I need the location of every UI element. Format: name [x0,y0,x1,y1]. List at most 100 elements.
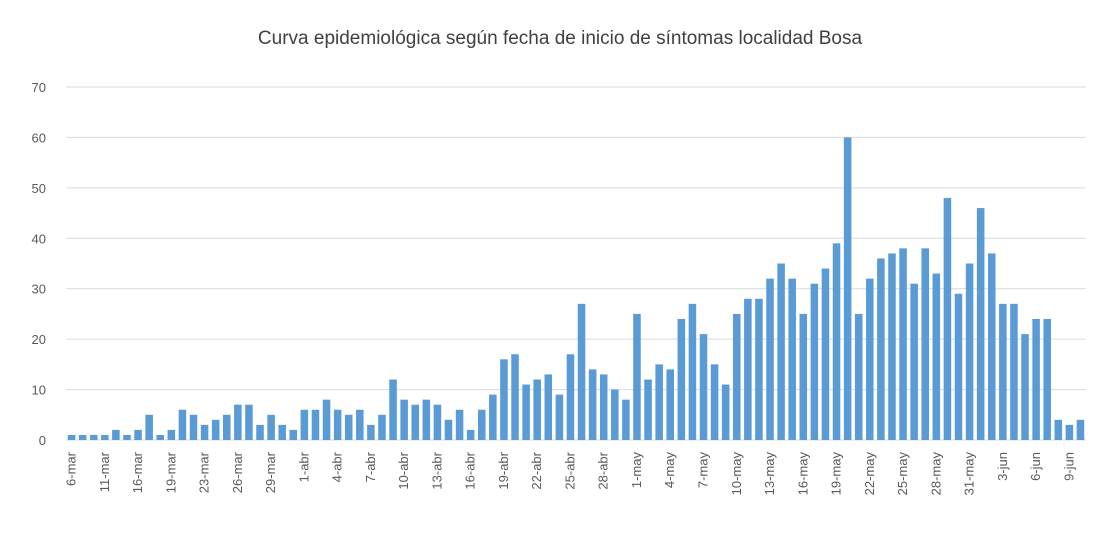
bar [234,404,242,440]
bar [422,399,431,440]
bar [101,434,109,440]
x-tick-label: 22-may [862,452,877,496]
y-tick-label: 70 [32,80,46,95]
bar [732,313,741,440]
x-tick-label: 25-abr [562,451,577,489]
x-tick-label: 26-mar [230,451,245,493]
bar [1010,303,1018,440]
x-tick-label: 1-may [629,452,644,489]
bar [533,379,541,440]
x-tick-label: 4-may [662,452,677,489]
bar [866,278,874,440]
bar [899,248,907,440]
bar [1054,419,1063,440]
chart-title: Curva epidemiológica según fecha de inic… [258,28,863,49]
y-tick-label: 30 [32,282,46,297]
bar [644,379,652,440]
bar [256,424,264,440]
x-tick-label: 29-mar [263,451,278,493]
bar [489,394,497,440]
bar [511,354,519,440]
x-tick-label: 6-mar [64,451,79,486]
bar [821,268,830,440]
y-tick-label: 50 [32,181,46,196]
bar [710,364,719,440]
x-tick-label: 16-mar [130,451,145,493]
bar [78,434,87,440]
x-tick-label: 13-may [762,452,777,496]
bar [200,424,209,440]
bar [777,263,785,440]
bar [910,283,918,440]
y-tick-label: 10 [32,383,46,398]
bar [888,253,896,440]
bar [300,409,309,440]
bar [466,429,475,440]
x-tick-label: 9-jun [1061,452,1076,481]
bar [1032,318,1040,440]
bar [721,384,730,440]
bar [877,258,885,440]
x-tick-label: 28-abr [596,451,611,489]
bar [854,313,863,440]
x-tick-label: 7-may [696,452,711,489]
bar [1065,424,1074,440]
x-tick-label: 16-may [795,452,810,496]
bar [666,369,675,440]
bar [112,429,120,440]
bar [289,429,298,440]
bar [522,384,530,440]
bar [178,409,187,440]
x-tick-label: 31-may [962,452,977,496]
x-tick-label: 22-abr [529,451,544,489]
x-tick-label: 19-may [829,452,844,496]
bar [943,197,952,440]
bar [500,359,508,440]
x-tick-label: 4-abr [330,451,345,482]
bar [799,313,808,440]
bar [389,379,397,440]
bar [699,334,708,440]
bar [1021,334,1029,440]
bar [411,404,420,440]
bar [1076,419,1085,440]
bar [477,409,486,440]
bar [378,414,386,440]
bar [688,303,697,440]
bar [577,303,586,440]
x-tick-label: 7-abr [363,451,378,482]
bar [843,137,852,440]
bar [433,404,442,440]
x-tick-label: 19-abr [496,451,511,489]
bar [344,414,353,440]
bar [755,298,763,440]
bar [544,374,553,440]
x-tick-label: 10-abr [396,451,411,489]
bar [976,208,985,440]
bar [999,303,1007,440]
bar [356,409,364,440]
x-tick-label: 10-may [729,452,744,496]
bar [322,399,331,440]
bar [400,399,408,440]
bar [455,409,464,440]
bar [145,414,153,440]
bar [278,424,286,440]
x-tick-label: 16-abr [463,451,478,489]
x-tick-label: 6-jun [1028,452,1043,481]
x-tick-label: 23-mar [197,451,212,493]
bar [810,283,819,440]
bar [67,434,76,440]
x-tick-label: 13-abr [429,451,444,489]
bar [89,434,98,440]
bar [367,424,375,440]
bar [444,419,453,440]
bar [222,414,231,440]
bar [677,318,686,440]
y-tick-label: 0 [39,433,46,448]
y-tick-label: 20 [32,332,46,347]
x-tick-label: 3-jun [995,452,1010,481]
bar [655,364,663,440]
x-tick-label: 1-abr [296,451,311,482]
